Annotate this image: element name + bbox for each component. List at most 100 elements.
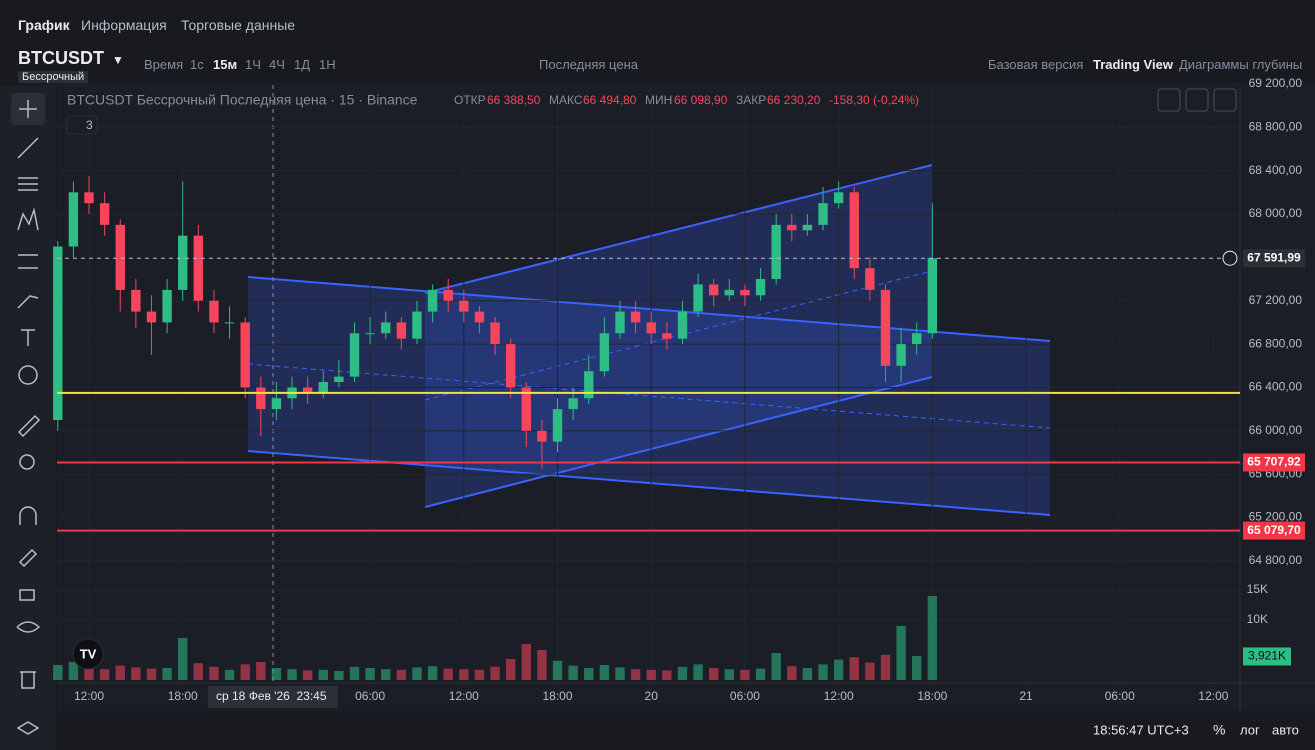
chart-bg <box>57 85 1315 711</box>
y-tick-label: 65 200,00 <box>1249 510 1303 524</box>
price-tag-label: 67 591,99 <box>1247 250 1301 264</box>
volume-bar <box>927 596 938 680</box>
price-tag <box>1243 521 1305 540</box>
volume-bar <box>896 626 906 680</box>
tab[interactable]: Торговые данные <box>181 17 296 33</box>
volume-bar <box>256 662 266 680</box>
price-mode[interactable]: Последняя цена <box>539 57 638 72</box>
y-tick-label: 69 200,00 <box>1249 76 1303 90</box>
add-alert[interactable] <box>1222 250 1238 266</box>
candle-body <box>568 398 578 410</box>
legend-label: МАКС <box>549 93 583 107</box>
x-tick-label: 12:00 <box>74 689 104 703</box>
volume-bar <box>381 669 391 680</box>
indicator-toggle[interactable] <box>66 115 98 135</box>
candle-body <box>349 333 360 377</box>
interval[interactable]: 4Ч <box>269 57 285 72</box>
legend-value: 66 388,50 <box>487 93 541 107</box>
volume-bar <box>162 668 172 680</box>
volume-bar <box>240 664 250 680</box>
volume-bar <box>568 665 578 680</box>
volume-bar <box>178 638 188 680</box>
legend-title: BTCUSDT Бессрочный Последняя цена · 15 ·… <box>67 92 418 108</box>
view[interactable]: Базовая версия <box>988 57 1084 72</box>
interval[interactable]: 1Д <box>294 57 311 72</box>
candle-body <box>84 192 94 204</box>
candle-body <box>427 289 438 312</box>
volume-bar <box>505 659 516 680</box>
volume-bar <box>302 670 313 680</box>
x-tick-label: 20 <box>645 689 659 703</box>
interval[interactable]: 1Н <box>319 57 336 72</box>
candle-body <box>99 203 110 225</box>
auto-toggle[interactable]: авто <box>1272 722 1299 737</box>
candle-body <box>443 289 453 301</box>
volume-bar <box>849 657 859 680</box>
volume-bar <box>787 666 797 680</box>
y-tick-label: 66 400,00 <box>1249 380 1303 394</box>
badge: Бессрочный <box>18 71 89 83</box>
volume-bar <box>599 665 610 680</box>
v-tick-label: 10K <box>1247 612 1268 626</box>
crosshair-label: ср 18 Фев '26 23:45 <box>216 689 327 703</box>
tab[interactable]: График <box>18 17 70 33</box>
volume-bar <box>552 660 563 680</box>
candle-body <box>630 311 641 323</box>
legend-change: -158,30 (-0,24%) <box>829 93 919 107</box>
legend-value: 66 098,90 <box>674 93 728 107</box>
y-tick-label: 66 000,00 <box>1249 423 1303 437</box>
volume-bar <box>693 664 703 680</box>
logo-text: TV <box>80 646 97 661</box>
candle-body <box>662 333 672 339</box>
symbol[interactable]: BTCUSDT <box>18 48 104 68</box>
crosshair-box <box>208 686 338 708</box>
candle-body <box>880 289 891 366</box>
view[interactable]: Диаграммы глубины <box>1179 57 1303 72</box>
candle-body <box>271 398 282 410</box>
tab[interactable]: Информация <box>81 17 167 33</box>
interval[interactable]: 15м <box>213 57 238 72</box>
volume-bar <box>880 654 891 680</box>
candle-body <box>381 322 391 334</box>
candle-body <box>334 376 344 383</box>
candle-body <box>787 224 797 231</box>
log-toggle[interactable]: лог <box>1240 722 1260 737</box>
x-tick-label: 12:00 <box>824 689 854 703</box>
tool-icons[interactable] <box>16 100 41 735</box>
candle-body <box>912 333 922 345</box>
percent-toggle[interactable]: % <box>1213 722 1225 738</box>
x-tick-label: 12:00 <box>1198 689 1228 703</box>
volume-bar <box>271 668 282 680</box>
price-tag-label: 65 707,92 <box>1247 455 1301 469</box>
y-tick-label: 66 800,00 <box>1249 336 1303 350</box>
candle-body <box>302 387 313 393</box>
candle-body <box>115 224 125 290</box>
candle-body <box>599 333 610 372</box>
volume-bar <box>209 666 219 680</box>
candle-body <box>365 333 375 335</box>
candle-body <box>178 235 188 290</box>
candle-body <box>615 311 625 334</box>
volume-bar <box>755 668 766 680</box>
interval[interactable]: 1с <box>190 57 204 72</box>
view[interactable]: Trading View <box>1093 57 1173 72</box>
x-tick-label: 06:00 <box>355 689 385 703</box>
candle-body <box>693 284 703 312</box>
volume-bar <box>193 663 204 680</box>
candle-body <box>865 268 875 290</box>
volume-bar <box>646 669 656 680</box>
chart-buttons[interactable] <box>1157 88 1237 112</box>
candle-body <box>396 322 407 339</box>
volume-tag-label: 3,921K <box>1248 649 1286 663</box>
legend-value: 66 230,20 <box>767 93 821 107</box>
legend-label: ОТКР <box>454 93 486 107</box>
interval[interactable]: 1Ч <box>245 57 261 72</box>
caret[interactable]: ▼ <box>112 53 124 67</box>
volume-bar <box>99 669 110 680</box>
candle-body <box>318 382 328 393</box>
candle-body <box>646 322 656 334</box>
logo <box>72 638 104 670</box>
candle-body <box>209 300 219 323</box>
x-tick-label: 06:00 <box>1105 689 1135 703</box>
